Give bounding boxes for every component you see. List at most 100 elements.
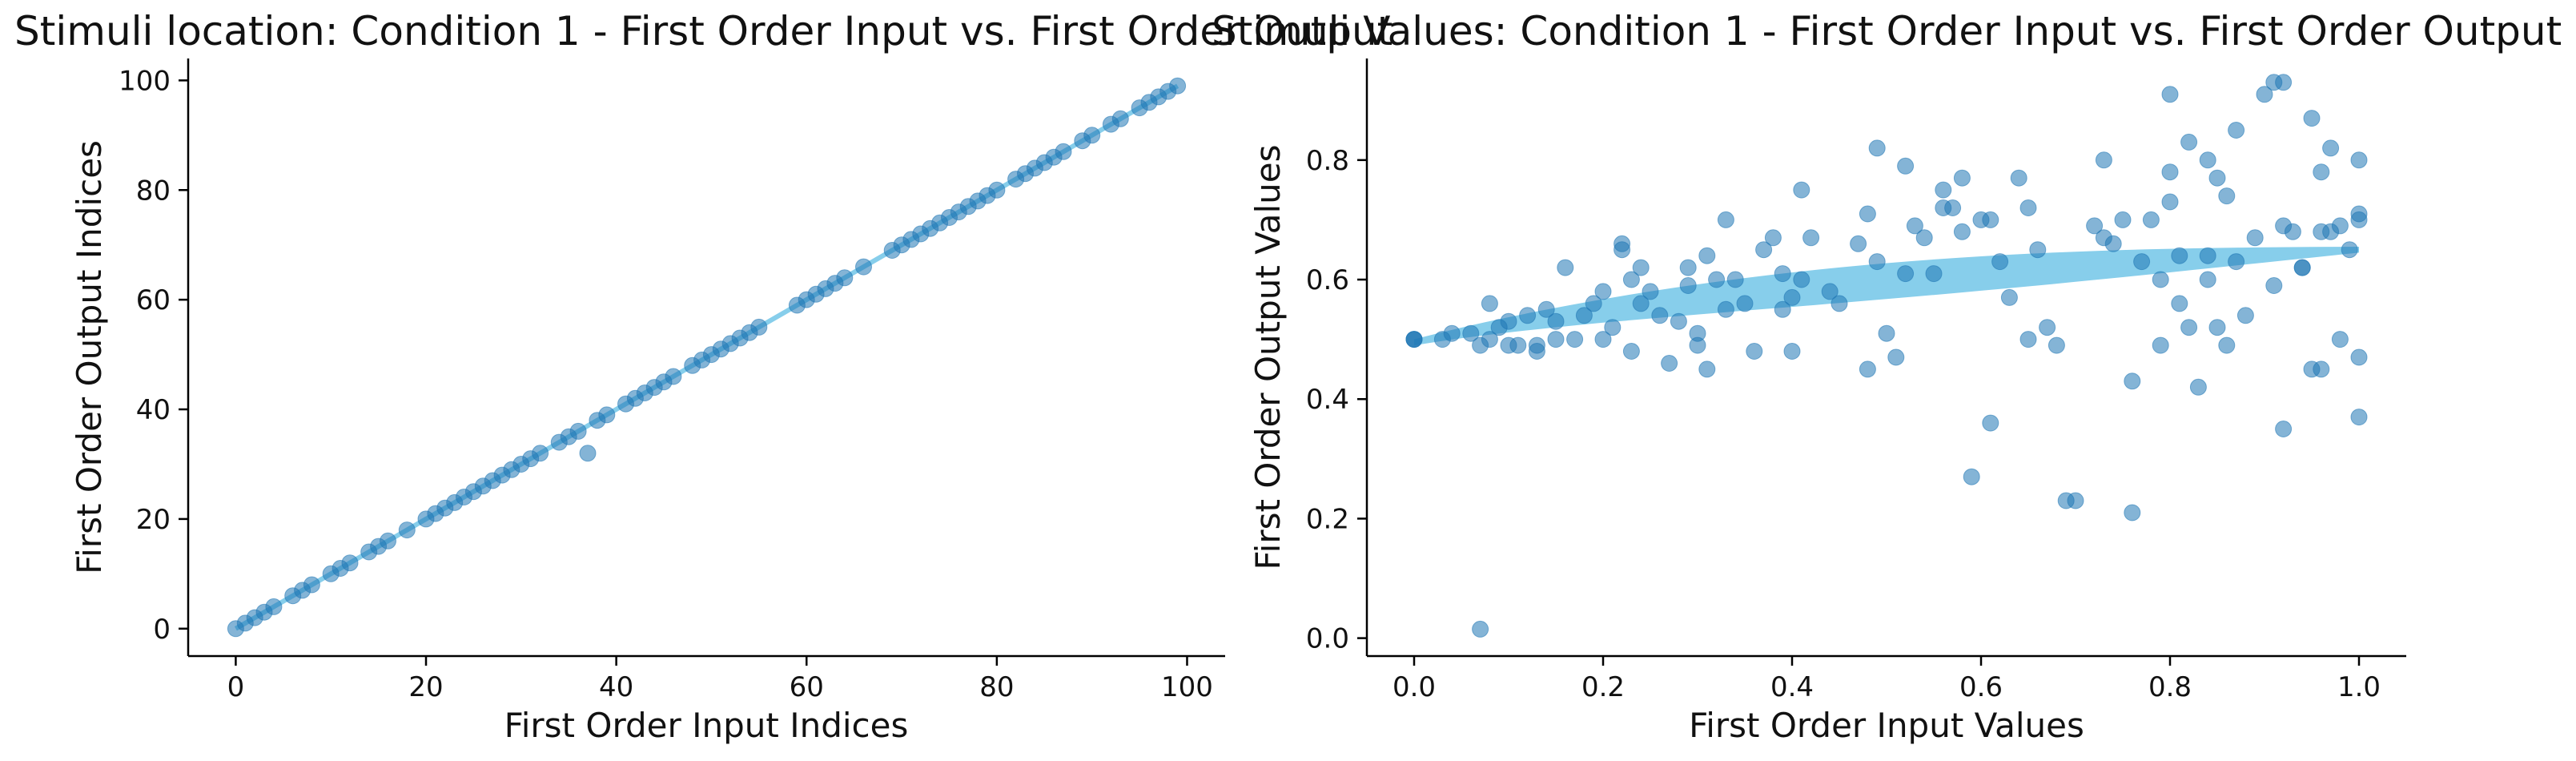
right-data-point [1614, 241, 1631, 259]
right-data-point [2275, 421, 2293, 437]
right-data-point [1755, 241, 1773, 259]
left-y-tick-label: 20 [136, 504, 171, 536]
left-x-tick-label: 40 [599, 671, 633, 703]
left-data-point [341, 554, 359, 572]
right-data-point [2086, 217, 2104, 235]
right-data-point [2313, 163, 2330, 181]
right-data-point [2019, 331, 2037, 348]
right-data-point [1831, 295, 1848, 312]
right-data-point [1774, 300, 1791, 318]
right-y-axis-label: First Order Output Values [1248, 145, 1288, 570]
left-data-point [1111, 110, 1129, 127]
left-x-tick-label: 60 [790, 671, 824, 703]
right-data-point [1509, 336, 1527, 354]
right-data-point [2029, 241, 2047, 259]
right-data-point [1443, 324, 1461, 342]
left-data-point [855, 258, 872, 276]
right-data-point [1708, 271, 1726, 288]
left-y-tick-label: 80 [136, 175, 171, 207]
right-data-point [1953, 223, 1971, 240]
right-data-point [1925, 265, 1943, 283]
right-x-tick-label: 0.2 [1581, 671, 1625, 703]
right-data-point [1726, 271, 1744, 288]
left-x-tick-label: 80 [979, 671, 1014, 703]
left-y-axis-label: First Order Output Indices [70, 140, 109, 574]
right-data-point [2350, 211, 2368, 228]
left-x-tick-label: 0 [227, 671, 245, 703]
left-data-point [569, 422, 587, 440]
right-data-point [2095, 151, 2112, 169]
right-data-point [1632, 259, 1650, 276]
right-data-point [1935, 181, 1952, 199]
right-data-point [1774, 265, 1791, 283]
right-ticks: 0.0 0.2 0.4 0.6 0.8 1.0 0.0 0.2 0.4 0.6 0.8 [1306, 145, 2381, 703]
right-data-point [1783, 343, 1801, 360]
right-data-point [1575, 307, 1593, 324]
right-data-point [2331, 331, 2349, 348]
right-data-point [1622, 271, 1640, 288]
left-y-tick-label: 0 [153, 614, 171, 646]
right-data-point [2350, 348, 2368, 366]
right-data-point [2218, 187, 2236, 205]
right-x-tick-label: 0.8 [2148, 671, 2192, 703]
right-x-tick-label: 0.4 [1770, 671, 1814, 703]
right-data-point [1547, 331, 1565, 348]
right-data-point [2331, 217, 2349, 235]
chart-panel-right: Stimuli Values: Condition 1 - First Orde… [1212, 8, 2562, 745]
right-points [1405, 74, 2368, 638]
right-data-point [2124, 372, 2141, 390]
right-data-point [1897, 265, 1915, 283]
left-data-point [836, 269, 854, 287]
right-data-point [2114, 211, 2132, 228]
right-data-point [2133, 253, 2151, 271]
right-data-point [2124, 504, 2141, 521]
right-data-point [2208, 169, 2226, 187]
right-data-point [1547, 312, 1565, 330]
chart-panel-left: Stimuli location: Condition 1 - First Or… [14, 8, 1392, 745]
right-data-point [2322, 139, 2340, 157]
left-data-point [988, 181, 1006, 199]
right-data-point [1793, 181, 1810, 199]
right-data-point [1991, 253, 2009, 271]
right-data-point [1850, 235, 1867, 252]
right-data-point [1736, 295, 1754, 312]
right-data-point [1717, 211, 1734, 228]
right-data-point [1982, 414, 1999, 432]
right-x-tick-label: 1.0 [2337, 671, 2381, 703]
right-data-point [2246, 229, 2264, 247]
right-data-point [1783, 288, 1801, 306]
right-data-point [2171, 295, 2188, 312]
right-data-point [2236, 307, 2254, 324]
right-data-point [1642, 283, 1659, 300]
left-data-point [598, 406, 616, 424]
right-data-point [2265, 277, 2283, 294]
right-data-point [2256, 86, 2273, 103]
right-data-point [1500, 312, 1517, 330]
right-data-point [2284, 223, 2301, 240]
right-data-point [1651, 307, 1669, 324]
right-data-point [2228, 122, 2245, 139]
right-data-point [2199, 271, 2216, 288]
right-data-point [1821, 283, 1839, 300]
right-data-point [1679, 259, 1697, 276]
left-x-axis-label: First Order Input Indices [504, 706, 909, 745]
right-data-point [2161, 163, 2179, 181]
right-data-point [1793, 271, 1810, 288]
right-data-point [1717, 300, 1734, 318]
right-y-tick-label: 0.2 [1306, 503, 1349, 535]
right-data-point [1594, 283, 1612, 300]
right-data-point [2180, 133, 2198, 151]
right-data-point [1622, 343, 1640, 360]
right-data-point [2104, 235, 2122, 252]
right-data-point [2293, 259, 2311, 276]
right-data-point [1519, 307, 1537, 324]
right-data-point [1859, 360, 1876, 378]
right-fit-band [1414, 247, 2359, 346]
right-data-point [1746, 343, 1763, 360]
right-data-point [1963, 468, 1980, 485]
right-data-point [1764, 229, 1782, 247]
right-data-point [2341, 241, 2358, 259]
right-data-point [1670, 312, 1687, 330]
right-data-point [2019, 199, 2037, 216]
left-data-point [665, 368, 682, 385]
